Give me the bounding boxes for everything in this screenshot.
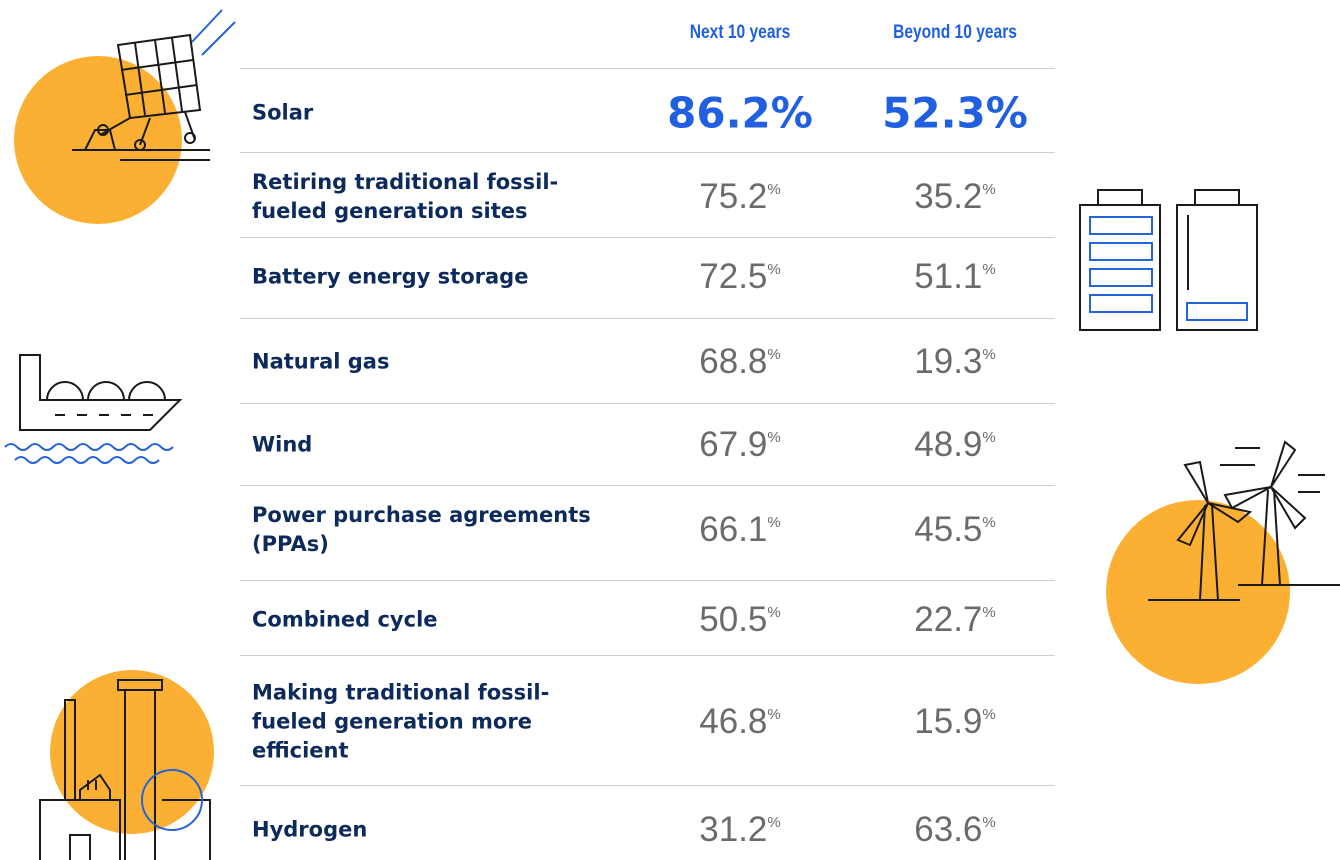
value-cell: 46.8% — [630, 702, 850, 742]
unit: % — [770, 88, 813, 138]
value: 19.3 — [914, 342, 983, 381]
value: 45.5 — [914, 510, 983, 549]
value: 51.1 — [914, 257, 983, 296]
value-cell: 68.8% — [630, 342, 850, 382]
value: 86.2 — [667, 88, 771, 138]
value-cell: 19.3% — [845, 342, 1065, 382]
value: 31.2 — [699, 810, 768, 849]
row-divider — [240, 318, 1055, 319]
value-cell: 48.9% — [845, 425, 1065, 465]
value-cell: 45.5% — [845, 510, 1065, 550]
row-divider — [240, 580, 1055, 581]
wind-icon — [1148, 440, 1340, 601]
unit: % — [982, 514, 996, 531]
unit: % — [767, 604, 781, 621]
solar-icon — [72, 9, 236, 161]
row-label: Combined cycle — [252, 607, 438, 632]
unit: % — [982, 706, 996, 723]
sun-circle — [14, 56, 182, 224]
row-label: Retiring traditional fossil-fueled gener… — [252, 170, 559, 223]
value: 15.9 — [914, 702, 983, 741]
ship-icon — [4, 354, 183, 464]
row-label: Natural gas — [252, 349, 390, 374]
value-cell: 63.6% — [845, 810, 1065, 850]
value: 22.7 — [914, 600, 983, 639]
row-divider — [240, 485, 1055, 486]
row-label: Making traditional fossil-fueled generat… — [252, 680, 550, 763]
value: 66.1 — [699, 510, 768, 549]
value-cell: 86.2% — [630, 89, 850, 138]
value-cell: 31.2% — [630, 810, 850, 850]
sun-circle — [50, 670, 214, 834]
value-cell: 72.5% — [630, 257, 850, 297]
value: 75.2 — [699, 177, 768, 216]
value-cell: 35.2% — [845, 177, 1065, 217]
row-divider — [240, 785, 1055, 786]
value: 35.2 — [914, 177, 983, 216]
row-label: Battery energy storage — [252, 264, 529, 289]
unit: % — [767, 514, 781, 531]
row-divider — [240, 403, 1055, 404]
unit: % — [982, 346, 996, 363]
unit: % — [982, 814, 996, 831]
row-label: Solar — [252, 100, 314, 125]
value-cell: 75.2% — [630, 177, 850, 217]
row-divider — [240, 152, 1055, 153]
row-label: Power purchase agreements (PPAs) — [252, 503, 591, 556]
column-header: Next 10 years — [689, 22, 791, 43]
unit: % — [982, 261, 996, 278]
row-divider — [240, 655, 1055, 656]
unit: % — [982, 429, 996, 446]
row-divider — [240, 237, 1055, 238]
value: 50.5 — [699, 600, 768, 639]
value: 63.6 — [914, 810, 983, 849]
sun-circle — [1106, 500, 1290, 684]
value-cell: 15.9% — [845, 702, 1065, 742]
row-label: Hydrogen — [252, 817, 368, 842]
unit: % — [767, 814, 781, 831]
value: 46.8 — [699, 702, 768, 741]
value-cell: 67.9% — [630, 425, 850, 465]
unit: % — [767, 261, 781, 278]
factory-icon — [39, 679, 211, 860]
unit: % — [982, 604, 996, 621]
value-cell: 52.3% — [845, 89, 1065, 138]
value-cell: 66.1% — [630, 510, 850, 550]
value: 67.9 — [699, 425, 768, 464]
value: 52.3 — [882, 88, 986, 138]
value: 72.5 — [699, 257, 768, 296]
unit: % — [767, 706, 781, 723]
unit: % — [767, 429, 781, 446]
battery-icon — [1079, 189, 1258, 331]
value-cell: 22.7% — [845, 600, 1065, 640]
value: 68.8 — [699, 342, 768, 381]
value-cell: 51.1% — [845, 257, 1065, 297]
row-divider — [240, 68, 1055, 69]
value: 48.9 — [914, 425, 983, 464]
value-cell: 50.5% — [630, 600, 850, 640]
row-label: Wind — [252, 432, 313, 457]
unit: % — [767, 346, 781, 363]
unit: % — [985, 88, 1028, 138]
unit: % — [982, 181, 996, 198]
column-header: Beyond 10 years — [893, 22, 1017, 43]
unit: % — [767, 181, 781, 198]
